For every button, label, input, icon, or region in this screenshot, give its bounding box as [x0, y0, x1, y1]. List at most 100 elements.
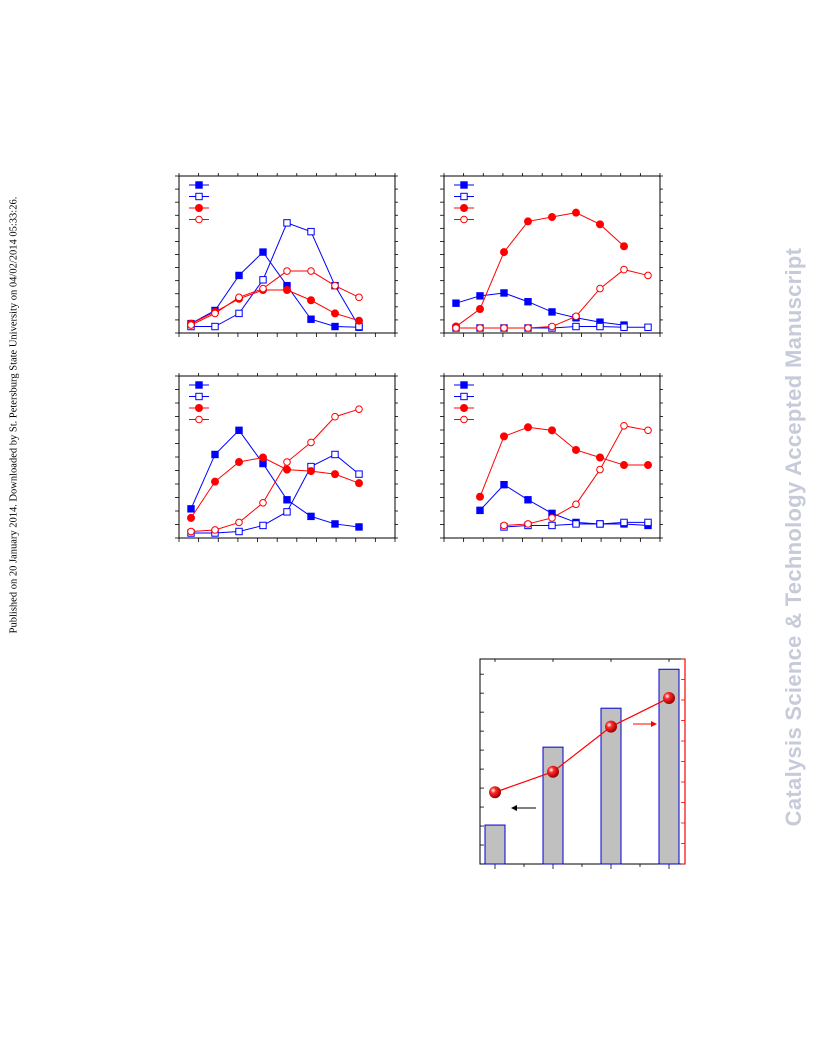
chart-panel-bar — [479, 658, 686, 869]
legend-marker-3 — [195, 404, 203, 412]
data-point-series-1 — [500, 480, 508, 489]
data-point-series-1 — [187, 505, 195, 513]
data-point-series-3 — [644, 461, 652, 470]
sphere-point-1 — [489, 786, 501, 799]
data-point-series-3 — [620, 461, 628, 470]
data-point-series-4 — [235, 293, 243, 302]
data-point-series-1 — [211, 450, 219, 459]
data-point-series-3 — [572, 445, 580, 454]
data-point-series-3 — [476, 492, 484, 501]
data-point-series-4 — [331, 281, 339, 290]
data-point-series-4 — [500, 521, 508, 530]
legend-marker-1 — [195, 181, 203, 189]
data-point-series-3 — [331, 309, 339, 318]
data-point-series-4 — [548, 514, 556, 522]
right-axis-arrow-head — [651, 721, 657, 727]
data-point-series-1 — [259, 248, 267, 256]
data-point-series-3 — [524, 217, 532, 226]
data-point-series-1 — [355, 523, 363, 531]
data-point-series-4 — [355, 293, 363, 302]
series-line-3 — [455, 212, 625, 327]
legend-marker-1 — [460, 181, 468, 189]
data-point-series-4 — [524, 520, 532, 528]
data-point-series-3 — [500, 432, 508, 441]
legend-marker-4 — [460, 215, 468, 224]
legend-marker-2 — [460, 192, 468, 201]
sphere-point-3 — [605, 720, 617, 733]
chart-panel-bottom-left — [175, 373, 398, 542]
data-point-series-3 — [500, 248, 508, 257]
data-point-series-1 — [283, 496, 291, 504]
data-point-series-4 — [235, 518, 243, 527]
data-point-series-4 — [259, 284, 267, 293]
data-point-series-4 — [259, 499, 267, 507]
legend-marker-4 — [195, 415, 203, 424]
data-point-series-4 — [283, 458, 291, 466]
data-point-series-2 — [355, 470, 363, 478]
data-point-series-3 — [548, 426, 556, 435]
data-point-series-1 — [235, 271, 243, 280]
data-point-series-2 — [211, 322, 219, 331]
line-series — [494, 697, 670, 793]
data-point-series-3 — [187, 513, 195, 522]
series-line-3 — [479, 426, 648, 497]
data-point-series-1 — [331, 520, 339, 528]
data-point-series-1 — [524, 298, 532, 306]
data-point-series-2 — [620, 323, 628, 331]
data-point-series-4 — [548, 322, 556, 331]
data-point-series-2 — [620, 518, 628, 527]
data-point-series-3 — [235, 458, 243, 467]
legend-marker-3 — [195, 204, 203, 212]
data-point-series-4 — [572, 500, 580, 509]
data-point-series-2 — [572, 520, 580, 528]
data-point-series-3 — [572, 208, 580, 217]
legend-marker-2 — [195, 192, 203, 201]
chart-panel-bottom-right — [440, 373, 663, 542]
data-point-series-4 — [572, 312, 580, 321]
data-point-series-1 — [524, 496, 532, 504]
data-point-series-4 — [620, 421, 628, 430]
data-point-series-1 — [452, 299, 460, 307]
data-point-series-3 — [355, 316, 363, 325]
sphere-point-2 — [547, 765, 559, 778]
data-point-series-4 — [211, 526, 219, 534]
data-point-series-2 — [259, 521, 267, 530]
data-point-series-3 — [283, 286, 291, 295]
data-point-series-4 — [476, 324, 484, 332]
data-point-series-2 — [307, 227, 315, 236]
data-point-series-3 — [211, 477, 219, 486]
data-point-series-4 — [331, 412, 339, 421]
series-line-1 — [479, 484, 649, 526]
series-line-3 — [190, 289, 360, 325]
data-point-series-2 — [596, 520, 604, 528]
legend-marker-1 — [195, 381, 203, 389]
data-point-series-3 — [283, 465, 291, 474]
legend-marker-1 — [460, 381, 468, 389]
bar-2 — [542, 746, 564, 865]
data-point-series-4 — [307, 438, 315, 447]
series-line-1 — [455, 292, 625, 326]
data-point-series-4 — [596, 465, 604, 474]
data-point-series-2 — [283, 219, 291, 227]
legend-marker-3 — [460, 404, 468, 412]
data-point-series-3 — [476, 305, 484, 314]
legend-marker-4 — [195, 215, 203, 224]
legend-marker-2 — [460, 392, 468, 401]
legend-marker-3 — [460, 204, 468, 212]
data-point-series-1 — [500, 289, 508, 297]
bar-3 — [600, 707, 622, 865]
bar-plot-frame — [479, 658, 686, 865]
data-point-series-4 — [452, 324, 460, 332]
series-line-4 — [190, 408, 360, 532]
legend-marker-2 — [195, 392, 203, 401]
data-point-series-3 — [524, 423, 532, 432]
data-point-series-2 — [644, 323, 652, 331]
data-point-series-3 — [307, 467, 315, 476]
data-point-series-2 — [596, 322, 604, 331]
data-point-series-4 — [307, 267, 315, 275]
data-point-series-3 — [259, 453, 267, 462]
data-point-series-4 — [524, 324, 532, 332]
data-point-series-2 — [548, 521, 556, 530]
data-point-series-1 — [307, 315, 315, 323]
data-point-series-3 — [355, 479, 363, 488]
